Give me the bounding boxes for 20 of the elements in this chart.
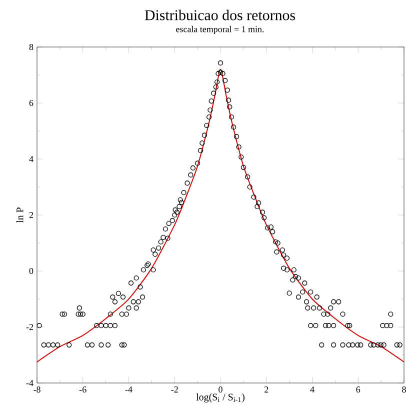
y-tick-label: 2 <box>29 212 33 218</box>
x-tick-label: -2 <box>171 386 178 392</box>
x-tick-label: -4 <box>125 386 132 392</box>
y-tick-label: -2 <box>26 324 33 330</box>
y-axis-title: ln P <box>16 208 24 223</box>
x-tick-label: -8 <box>34 386 40 393</box>
chart-subtitle: escala temporal = 1 min. <box>176 26 264 34</box>
x-tick-label: 8 <box>402 386 406 393</box>
y-tick-label: -4 <box>26 380 34 386</box>
y-tick-label: 8 <box>29 44 34 50</box>
x-tick-label: 0 <box>218 386 222 393</box>
x-tick-label: 6 <box>356 386 360 393</box>
y-tick-label: 4 <box>29 156 34 162</box>
x-tick-label: 4 <box>310 386 314 392</box>
x-tick-label: 2 <box>264 386 268 392</box>
y-tick-label: 6 <box>29 100 34 106</box>
chart-title: Distribuicao dos retornos <box>144 10 295 20</box>
x-axis-title: log(S$_{i}$ / S$_{i-1}$) <box>196 393 244 402</box>
y-tick-label: 0 <box>29 268 34 274</box>
x-tick-label: -6 <box>79 386 86 393</box>
